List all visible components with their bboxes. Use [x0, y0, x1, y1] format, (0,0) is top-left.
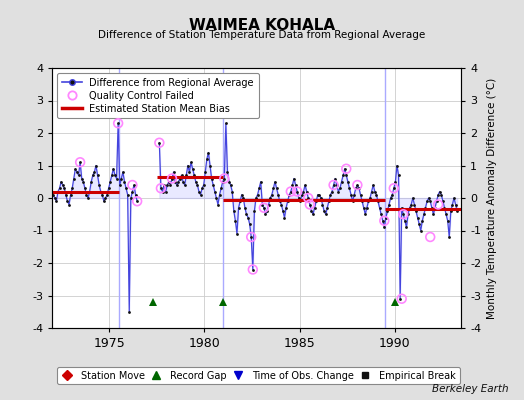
Point [353, 182, 362, 188]
Text: Berkeley Earth: Berkeley Earth [432, 384, 508, 394]
Text: Difference of Station Temperature Data from Regional Average: Difference of Station Temperature Data f… [99, 30, 425, 40]
Point [260, 204, 268, 211]
Point [389, 185, 398, 192]
Point [426, 234, 434, 240]
Text: WAIMEA KOHALA: WAIMEA KOHALA [189, 18, 335, 33]
Point [287, 188, 295, 195]
Point [248, 266, 257, 273]
Point [133, 198, 141, 204]
Point [157, 185, 165, 192]
Point [128, 182, 137, 188]
Point [342, 166, 351, 172]
Point [305, 201, 314, 208]
Point [76, 159, 84, 166]
Y-axis label: Monthly Temperature Anomaly Difference (°C): Monthly Temperature Anomaly Difference (… [487, 77, 497, 319]
Point [247, 234, 255, 240]
Point [293, 188, 301, 195]
Point [330, 182, 338, 188]
Legend: Station Move, Record Gap, Time of Obs. Change, Empirical Break: Station Move, Record Gap, Time of Obs. C… [57, 367, 460, 384]
Point [434, 201, 442, 208]
Point [398, 296, 406, 302]
Point [380, 218, 388, 224]
Point [168, 175, 176, 182]
Point [220, 175, 228, 182]
Point [114, 120, 122, 126]
Point [399, 211, 408, 218]
Point [304, 195, 312, 201]
Point [155, 140, 163, 146]
